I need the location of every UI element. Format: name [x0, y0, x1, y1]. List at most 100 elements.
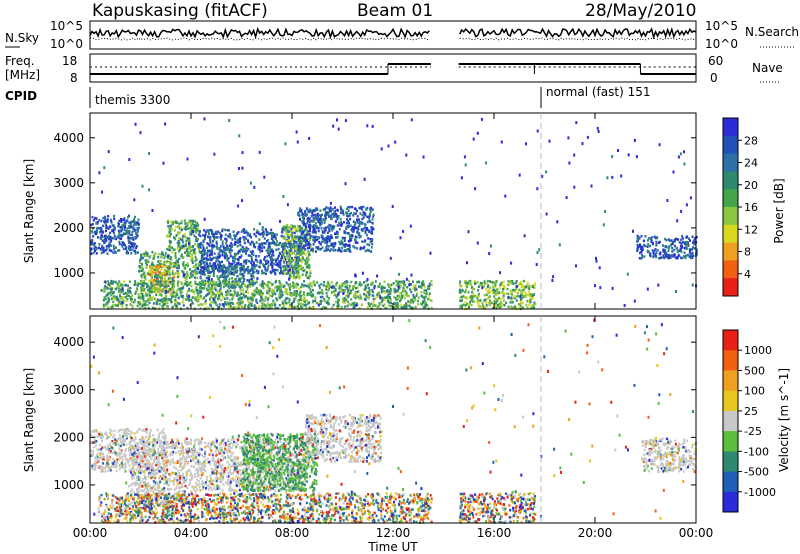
data-point: [157, 260, 160, 263]
data-point: [212, 267, 215, 270]
data-point: [688, 255, 691, 258]
data-point: [195, 270, 198, 274]
data-point: [291, 284, 294, 288]
data-point: [114, 226, 116, 229]
data-point: [332, 227, 335, 230]
data-point: [236, 232, 239, 235]
data-point: [104, 280, 107, 284]
data-point: [158, 271, 160, 274]
data-point: [242, 247, 245, 250]
data-point: [419, 285, 422, 288]
data-point: [312, 231, 315, 234]
data-point: [240, 299, 243, 302]
data-point: [121, 226, 123, 229]
data-point: [143, 289, 146, 293]
data-point: [347, 225, 350, 229]
data-point: [105, 303, 108, 306]
data-point: [157, 460, 160, 463]
data-point: [276, 258, 279, 261]
data-point: [356, 215, 359, 218]
data-point: [287, 256, 290, 259]
data-point: [155, 302, 158, 305]
data-point: [302, 213, 305, 216]
data-point: [107, 306, 110, 309]
data-point: [270, 291, 273, 294]
data-point: [292, 270, 295, 273]
data-point: [473, 287, 476, 291]
data-point: [500, 282, 503, 285]
data-point: [298, 259, 301, 262]
data-point: [679, 152, 682, 156]
colorbar-swatch: [723, 242, 738, 261]
data-point: [168, 270, 171, 273]
data-point: [328, 227, 331, 231]
data-point: [366, 248, 369, 252]
data-point: [199, 269, 202, 272]
data-point: [113, 214, 116, 218]
data-point: [280, 295, 283, 298]
data-point: [520, 285, 523, 288]
data-point: [243, 278, 246, 281]
data-point: [116, 235, 119, 238]
data-point: [264, 306, 267, 309]
data-point: [155, 280, 158, 283]
data-point: [138, 306, 141, 310]
data-point: [297, 262, 300, 265]
data-point: [402, 229, 405, 233]
data-point: [405, 277, 408, 281]
data-point: [339, 224, 342, 227]
data-point: [483, 306, 486, 310]
data-point: [143, 252, 146, 256]
data-point: [261, 271, 264, 275]
data-point: [223, 274, 226, 278]
data-point: [185, 249, 188, 253]
data-point: [225, 268, 228, 271]
data-point: [675, 246, 678, 250]
data-point: [665, 245, 668, 249]
data-point: [401, 281, 404, 284]
data-point: [349, 289, 352, 292]
data-point: [125, 304, 128, 307]
data-point: [461, 288, 464, 292]
data-point: [248, 303, 251, 307]
data-point: [330, 281, 333, 284]
data-point: [217, 269, 219, 272]
data-point: [112, 224, 115, 227]
data-point: [233, 289, 236, 293]
data-point: [170, 279, 173, 282]
data-point: [216, 245, 218, 248]
data-point: [363, 292, 365, 296]
data-point: [531, 297, 534, 300]
data-point: [120, 304, 123, 307]
data-point: [491, 291, 494, 294]
data-point: [337, 215, 340, 218]
data-point: [294, 293, 297, 296]
data-point: [234, 234, 237, 238]
data-point: [171, 272, 174, 275]
data-point: [242, 266, 245, 269]
data-point: [191, 245, 194, 248]
data-point: [309, 271, 312, 275]
data-point: [193, 234, 196, 238]
data-point: [122, 232, 125, 235]
data-point: [464, 304, 467, 307]
data-point: [208, 277, 210, 281]
data-point: [320, 222, 323, 226]
data-point: [341, 211, 344, 215]
data-point: [130, 300, 133, 303]
data-point: [315, 246, 318, 249]
data-point: [297, 243, 300, 247]
data-point: [477, 299, 479, 302]
data-point: [197, 245, 200, 249]
data-point: [359, 293, 362, 297]
data-point: [216, 247, 219, 250]
freq-right-tick-high: 60: [708, 54, 723, 68]
data-point: [266, 255, 269, 258]
data-point: [277, 254, 280, 258]
data-point: [359, 206, 362, 210]
data-point: [174, 265, 177, 268]
data-point: [199, 243, 202, 246]
data-point: [249, 278, 252, 281]
data-point: [126, 294, 129, 298]
data-point: [483, 285, 485, 288]
